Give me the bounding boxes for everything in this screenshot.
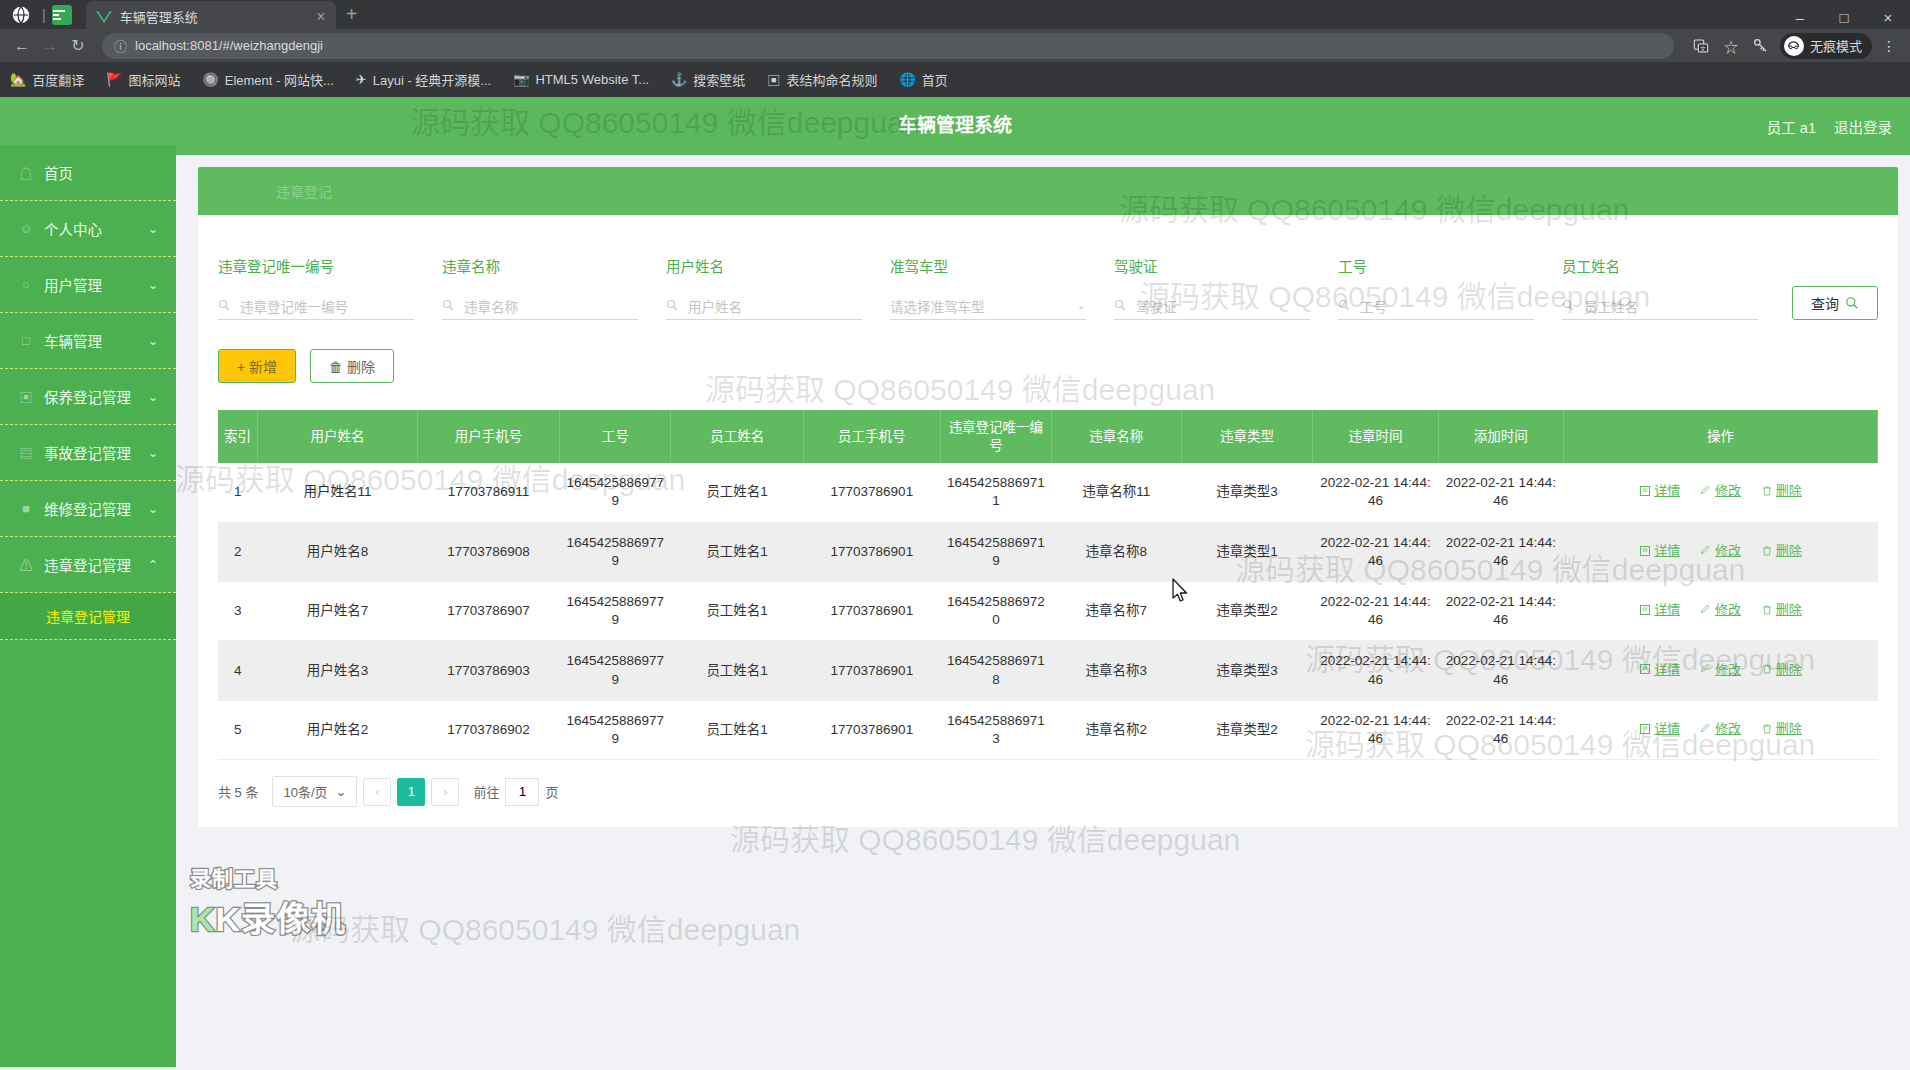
svg-text:文: 文 <box>1700 44 1706 52</box>
